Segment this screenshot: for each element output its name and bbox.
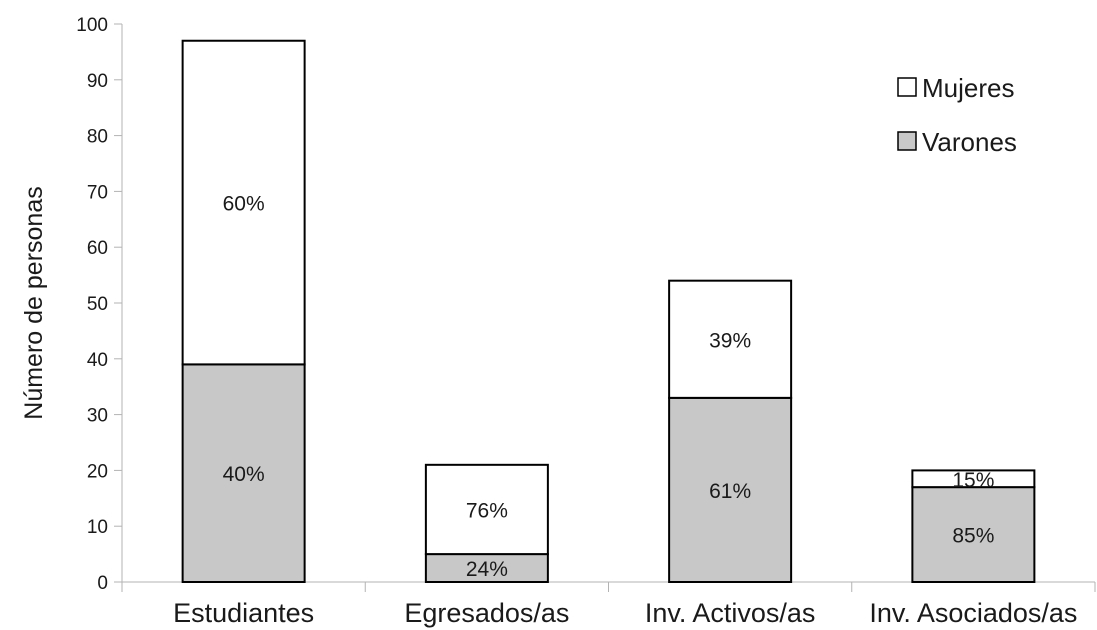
bar-mujeres bbox=[911, 469, 1036, 489]
bar-mujeres bbox=[181, 39, 306, 366]
y-axis-title: Número de personas bbox=[20, 186, 48, 419]
data-label: 85% bbox=[952, 525, 994, 548]
data-label: 15% bbox=[952, 469, 994, 492]
data-label: 76% bbox=[466, 499, 508, 522]
data-label: 24% bbox=[466, 558, 508, 581]
bar-varones bbox=[911, 486, 1036, 584]
y-tick-label: 20 bbox=[87, 461, 108, 482]
y-tick-label: 80 bbox=[87, 127, 108, 148]
legend: Mujeres Varones bbox=[897, 73, 1017, 157]
y-tick-label: 70 bbox=[87, 182, 108, 203]
y-tick-label: 40 bbox=[87, 350, 108, 371]
legend-label: Mujeres bbox=[922, 73, 1014, 103]
data-label: 60% bbox=[223, 193, 265, 216]
x-tick-label: Inv. Activos/as bbox=[645, 598, 816, 628]
bar-varones bbox=[668, 396, 793, 583]
y-tick-label: 30 bbox=[87, 406, 108, 427]
legend-swatch bbox=[897, 131, 917, 151]
data-label: 39% bbox=[709, 329, 751, 352]
y-tick-label: 50 bbox=[87, 294, 108, 315]
y-tick-label: 90 bbox=[87, 71, 108, 92]
y-tick-label: 100 bbox=[76, 15, 108, 36]
x-tick-label: Inv. Asociados/as bbox=[869, 598, 1077, 628]
bar-mujeres bbox=[424, 463, 549, 556]
y-tick-label: 10 bbox=[87, 517, 108, 538]
y-tick-label: 0 bbox=[97, 573, 108, 594]
x-tick-label: Egresados/as bbox=[404, 598, 569, 628]
bar-mujeres bbox=[668, 279, 793, 399]
y-tick-label: 60 bbox=[87, 238, 108, 259]
x-tick-label: Estudiantes bbox=[173, 598, 314, 628]
data-label: 61% bbox=[709, 480, 751, 503]
data-label: 40% bbox=[223, 463, 265, 486]
legend-swatch bbox=[897, 77, 917, 97]
legend-label: Varones bbox=[922, 127, 1017, 157]
